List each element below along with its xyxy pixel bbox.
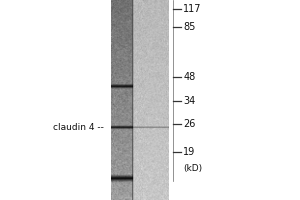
Text: 26: 26 xyxy=(183,119,196,129)
Text: 34: 34 xyxy=(183,96,196,106)
Text: 19: 19 xyxy=(183,147,196,157)
Text: 85: 85 xyxy=(183,22,196,32)
Text: 117: 117 xyxy=(183,4,202,14)
Text: (kD): (kD) xyxy=(183,164,202,173)
Text: claudin 4 --: claudin 4 -- xyxy=(52,122,104,132)
Text: 48: 48 xyxy=(183,72,196,82)
